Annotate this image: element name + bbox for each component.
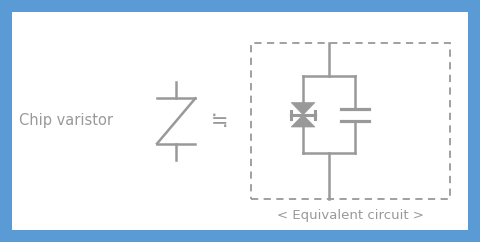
Text: < Equivalent circuit >: < Equivalent circuit >: [277, 209, 424, 222]
Polygon shape: [291, 115, 315, 127]
Text: ≒: ≒: [211, 111, 228, 131]
Text: Chip varistor: Chip varistor: [19, 113, 113, 129]
Polygon shape: [291, 103, 315, 115]
Bar: [252, 44, 450, 198]
